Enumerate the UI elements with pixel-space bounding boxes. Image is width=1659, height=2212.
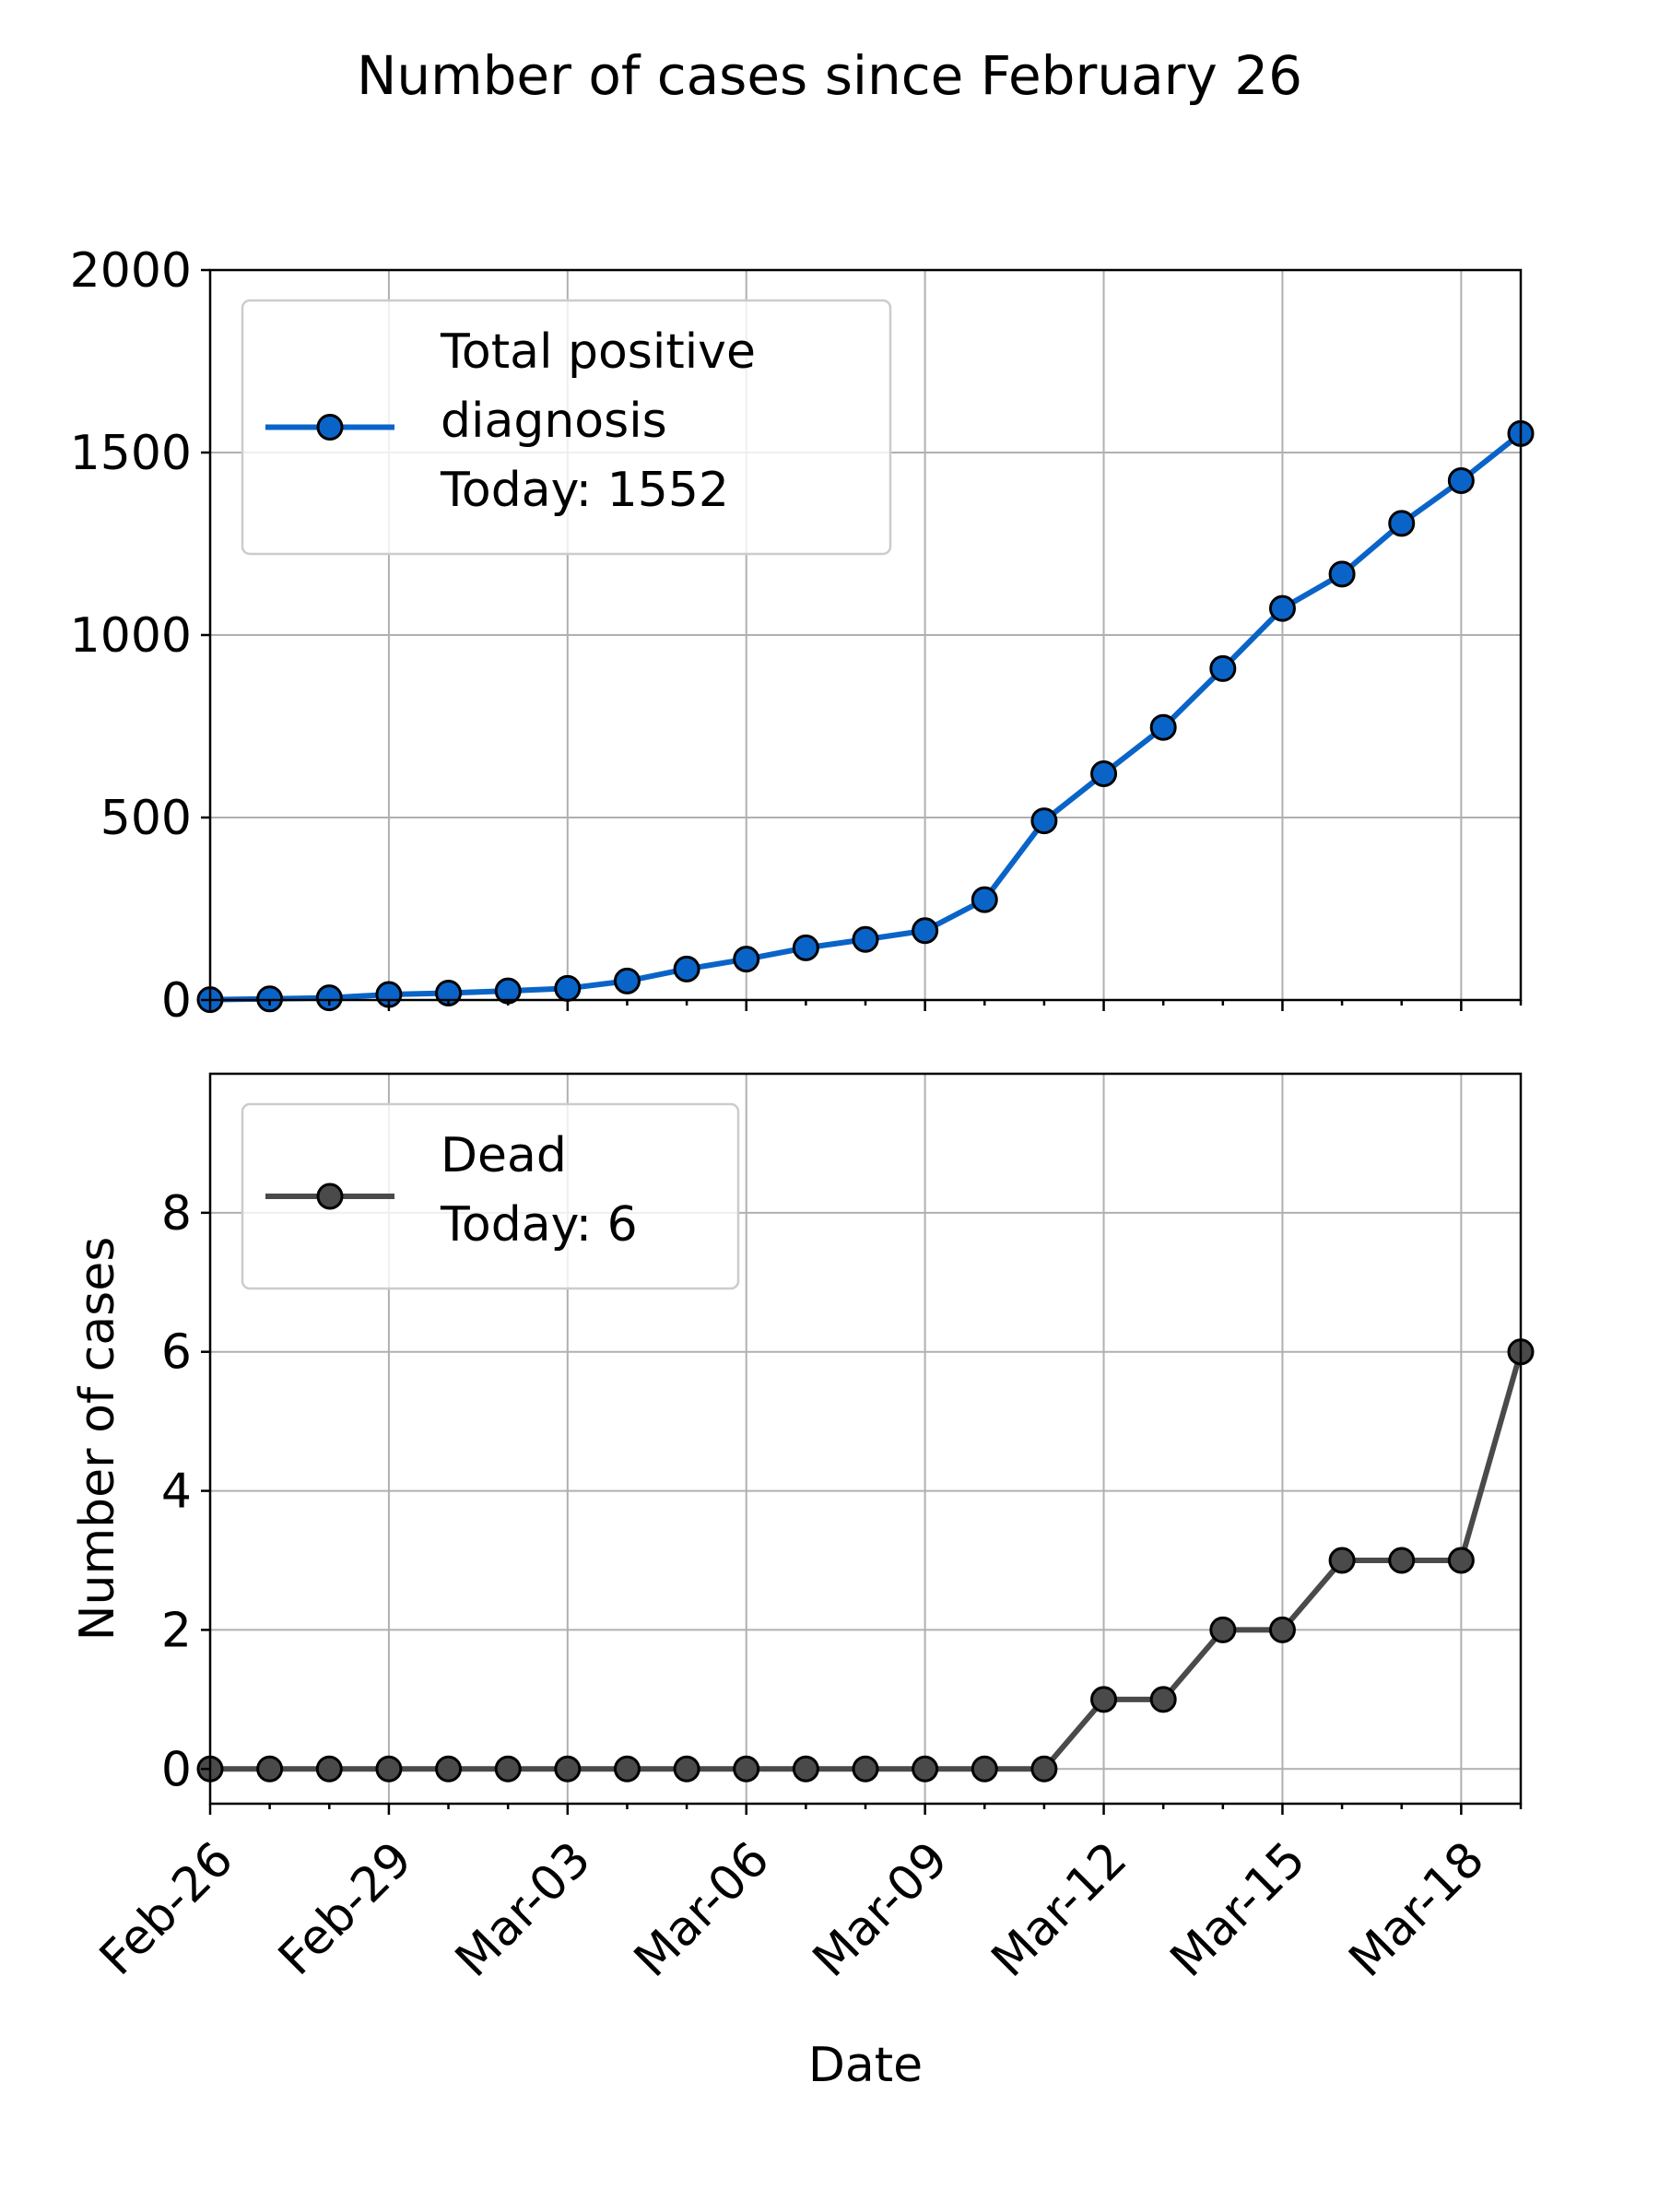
x-tick-label: Mar-15 [1160,1831,1317,1988]
legend-label: Today: 6 [440,1197,638,1253]
data-point [375,1755,403,1783]
data-point [792,1755,819,1783]
x-tick-label: Feb-26 [89,1831,244,1986]
data-point [912,1755,939,1783]
data-point [733,1755,760,1783]
series-line-2 [210,1350,1524,1772]
data-point [256,1755,284,1783]
data-point [792,934,819,961]
chart-title: Number of cases since February 26 [357,44,1302,107]
legend-label: Today: 1552 [440,463,729,518]
x-tick-label: Mar-09 [803,1831,959,1988]
legend-label: Total positive [440,324,756,380]
legend-label: Dead [441,1128,567,1183]
data-point [1447,1547,1475,1574]
x-tick-label: Mar-12 [982,1831,1138,1988]
y-axis-label: Number of cases [70,1237,125,1641]
data-point [1328,560,1356,588]
data-point [1209,1616,1237,1643]
data-point [733,946,760,973]
data-point [494,1755,522,1783]
x-axis-label: Date [808,2038,923,2093]
y-tick-label: 6 [161,1325,192,1381]
y-tick-label: 2000 [70,243,192,299]
x-tick-label: Feb-29 [268,1831,423,1986]
data-point [1149,713,1177,741]
data-point [1268,1616,1296,1643]
data-point [1447,466,1475,494]
panel-1: 0 500 1000 1500 2000 Total positive diagnosis T… [70,243,1535,1029]
data-point [613,1755,641,1783]
y-tick-label: 4 [161,1465,192,1520]
x-tick-label: Mar-18 [1339,1831,1496,1988]
data-point [1268,594,1296,622]
data-point [1149,1686,1177,1713]
data-point [971,1755,998,1783]
data-point [554,974,582,1002]
data-point [1030,807,1058,835]
data-point [1388,1547,1416,1574]
data-point [1030,1755,1058,1783]
legend-marker [316,414,344,441]
data-point [1328,1547,1356,1574]
x-tick-label: Mar-03 [445,1831,602,1988]
data-point [1209,654,1237,682]
panel-2: 0 2 4 6 8 Dead Today: 6 Number of cases Feb-26 Fe… [70,1072,1535,2093]
legend-box [241,299,892,556]
y-tick-label: 1500 [70,426,192,481]
data-point [912,917,939,945]
data-point [673,1755,700,1783]
legend-box [241,1102,740,1290]
y-tick-label: 2 [161,1603,192,1658]
legend-marker [316,1182,344,1210]
data-point [315,984,343,1012]
legend-label: diagnosis [441,394,667,449]
data-point [673,955,700,982]
data-point [315,1755,343,1783]
y-tick-label: 1000 [70,608,192,664]
data-point [852,1755,879,1783]
y-tick-label: 0 [161,973,192,1029]
data-point [1090,1686,1118,1713]
data-point [852,925,879,953]
y-tick-label: 8 [161,1186,192,1241]
x-tick-label: Mar-06 [624,1831,781,1988]
y-tick-label: 500 [100,791,192,846]
data-point [971,886,998,913]
data-point [554,1755,582,1783]
data-point [613,967,641,994]
data-point [1090,759,1118,787]
y-tick-label: 0 [161,1742,192,1797]
data-point [1388,510,1416,537]
data-point [435,1755,463,1783]
